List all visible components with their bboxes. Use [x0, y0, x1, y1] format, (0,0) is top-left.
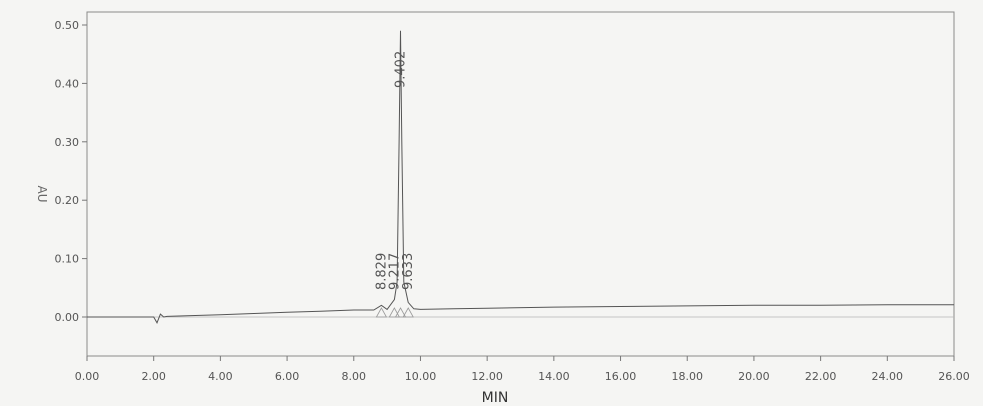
y-tick-label: 0.20: [55, 194, 80, 207]
y-tick-label: 0.30: [55, 136, 80, 149]
x-tick-label: 16.00: [605, 370, 637, 383]
x-axis-ticks: 0.00 2.00 4.00 6.00 8.00 10.00 12.00 14.00 16.00…: [75, 356, 970, 383]
x-tick-label: 20.00: [738, 370, 770, 383]
y-axis-ticks: 0.00 0.10 0.20 0.30 0.40 0.50: [55, 19, 87, 324]
peak-label: 9.217: [387, 253, 402, 290]
series-group: [87, 30, 954, 324]
peak-marker: [394, 307, 407, 318]
peak-label: 8.829: [374, 253, 389, 290]
plot-frame: [86, 11, 955, 357]
x-tick-label: 2.00: [141, 370, 166, 383]
x-tick-label: 22.00: [805, 370, 837, 383]
peak-label: 9.402: [394, 51, 409, 88]
chromatogram-trace: [87, 30, 954, 324]
x-tick-label: 26.00: [938, 370, 970, 383]
peak-marker: [402, 307, 414, 318]
y-axis-label: AU: [35, 186, 49, 203]
peak-label: 9.633: [401, 253, 416, 290]
x-tick-label: 10.00: [405, 370, 437, 383]
x-tick-label: 6.00: [275, 370, 300, 383]
y-tick-label: 0.50: [55, 19, 80, 32]
peak-marker: [388, 307, 401, 318]
x-tick-label: 12.00: [471, 370, 503, 383]
x-tick-label: 24.00: [872, 370, 904, 383]
peak-markers: [375, 307, 414, 318]
y-tick-label: 0.10: [55, 253, 80, 266]
x-tick-label: 4.00: [208, 370, 233, 383]
x-tick-label: 14.00: [538, 370, 570, 383]
peak-marker: [375, 307, 388, 318]
x-tick-label: 0.00: [75, 370, 100, 383]
x-tick-label: 18.00: [671, 370, 703, 383]
x-tick-label: 8.00: [342, 370, 367, 383]
y-tick-label: 0.00: [55, 311, 80, 324]
y-tick-label: 0.40: [55, 77, 80, 90]
x-axis-label: MIN: [482, 390, 509, 406]
